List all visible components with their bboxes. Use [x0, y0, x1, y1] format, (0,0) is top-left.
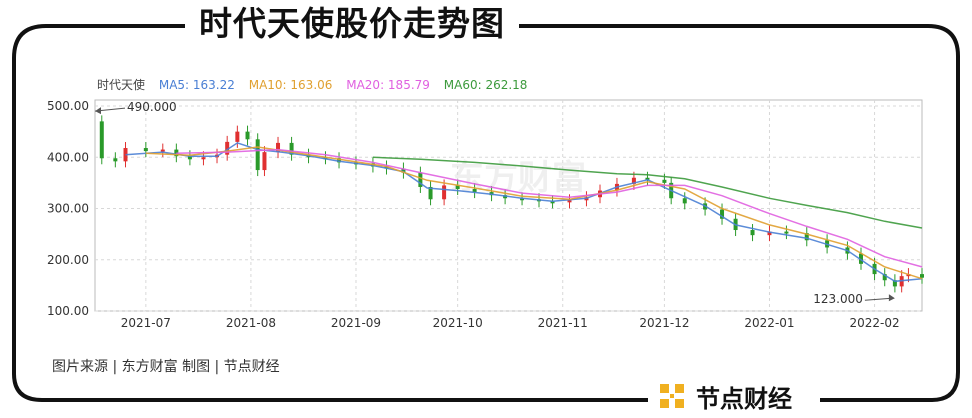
page-title: 时代天使股价走势图 [185, 2, 519, 46]
y-tick-label: 300.00 [47, 202, 89, 216]
price-bar [418, 172, 423, 187]
price-bar [858, 253, 863, 264]
y-tick-label: 100.00 [47, 304, 89, 318]
price-bar [235, 131, 240, 142]
chart-grid [94, 99, 923, 312]
brand-icon [660, 384, 684, 408]
price-bar [428, 186, 433, 200]
price-bar [143, 148, 148, 152]
price-bar [262, 152, 267, 171]
price-bar [882, 274, 887, 281]
series-line-ma20 [176, 148, 923, 268]
price-bar [99, 121, 104, 159]
plot-area-border [94, 99, 923, 312]
legend-ma10: MA10: 163.06 [248, 78, 333, 92]
price-bar [750, 230, 755, 236]
legend-ma20: MA20: 185.79 [346, 78, 430, 92]
y-tick-label: 400.00 [47, 150, 89, 164]
annotation-arrowhead [95, 107, 101, 115]
x-tick-label: 2021-09 [331, 316, 381, 330]
chart-legend: 时代天使 MA5: 163.22 MA10: 163.06 MA20: 185.… [97, 76, 537, 93]
price-bar [472, 189, 477, 193]
annotation-high-label: 490.000 [127, 100, 177, 114]
price-bar [225, 141, 230, 155]
brand-name: 节点财经 [696, 384, 792, 413]
source-credit: 图片来源 | 东方财富 制图 | 节点财经 [52, 359, 280, 375]
price-bar [442, 185, 447, 200]
y-tick-label: 500.00 [47, 99, 89, 113]
brand-logo: 节点财经 [648, 376, 802, 416]
price-bar [289, 142, 294, 155]
series-line-ma10 [145, 146, 923, 280]
price-bar [631, 177, 636, 184]
x-tick-label: 2021-10 [433, 316, 483, 330]
price-bar [276, 142, 281, 153]
price-bar [784, 231, 789, 234]
price-bar [245, 131, 250, 140]
price-bar [892, 280, 897, 287]
y-tick-label: 200.00 [47, 253, 89, 267]
price-bar [645, 177, 650, 180]
legend-ma60: MA60: 262.18 [443, 78, 528, 92]
x-tick-label: 2022-01 [744, 316, 794, 330]
price-bar [567, 200, 572, 203]
price-bar [550, 201, 555, 204]
price-bar [201, 157, 206, 160]
legend-stock-name: 时代天使 [97, 78, 146, 92]
price-bar [804, 233, 809, 241]
price-bar [455, 185, 460, 190]
chart-lines [99, 115, 924, 293]
series-line-ma60 [372, 156, 923, 229]
x-tick-label: 2021-12 [639, 316, 689, 330]
price-bar [767, 231, 772, 236]
series-line-ma5 [125, 142, 923, 283]
price-bar [662, 179, 667, 183]
legend-ma5: MA5: 163.22 [158, 78, 235, 92]
x-tick-label: 2021-11 [538, 316, 588, 330]
annotation-low-label: 123.000 [813, 292, 863, 306]
price-bar [520, 198, 525, 201]
price-bar [187, 156, 192, 160]
x-tick-label: 2021-07 [121, 316, 171, 330]
annotation-arrowhead [888, 294, 895, 302]
x-tick-label: 2021-08 [226, 316, 276, 330]
price-bar [920, 274, 924, 278]
price-bar [720, 209, 725, 219]
price-bar [160, 149, 165, 152]
chart-axes: 500.00 400.00 300.00 200.00 100.00 2021-07 202… [47, 99, 900, 330]
annotation-arrow [864, 297, 893, 301]
x-tick-label: 2022-02 [849, 316, 899, 330]
price-bar [401, 168, 406, 173]
price-bar [337, 158, 342, 163]
price-bar [255, 139, 260, 171]
price-bar [113, 158, 118, 162]
price-bar [682, 198, 687, 204]
chart-annotations: 490.000 123.000 [94, 100, 895, 306]
